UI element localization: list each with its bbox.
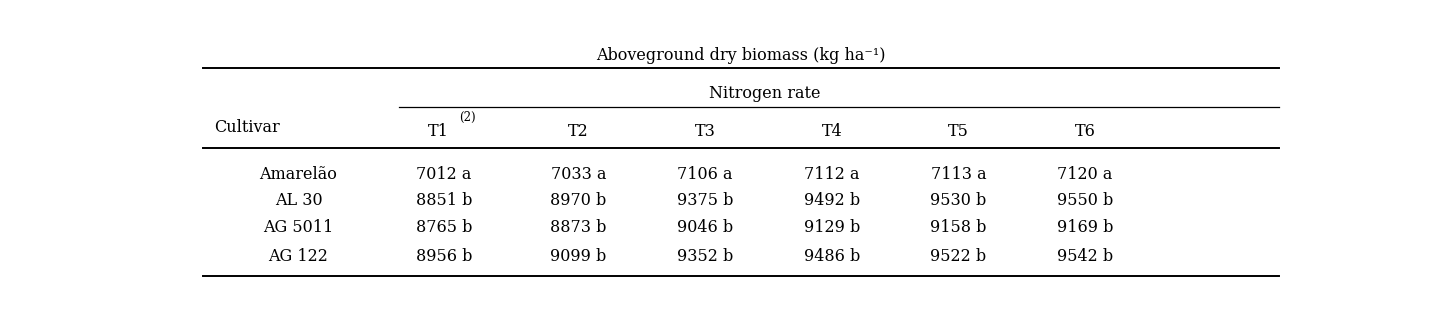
Text: 9169 b: 9169 b bbox=[1057, 219, 1113, 236]
Text: T1: T1 bbox=[428, 123, 448, 140]
Text: AG 122: AG 122 bbox=[269, 248, 328, 265]
Text: 9522 b: 9522 b bbox=[930, 248, 986, 265]
Text: 8873 b: 8873 b bbox=[551, 219, 607, 236]
Text: Nitrogen rate: Nitrogen rate bbox=[709, 85, 820, 102]
Text: 9550 b: 9550 b bbox=[1057, 192, 1113, 209]
Text: 8956 b: 8956 b bbox=[416, 248, 473, 265]
Text: T4: T4 bbox=[821, 123, 842, 140]
Text: 9530 b: 9530 b bbox=[930, 192, 986, 209]
Text: T2: T2 bbox=[568, 123, 589, 140]
Text: T6: T6 bbox=[1074, 123, 1096, 140]
Text: 7113 a: 7113 a bbox=[931, 166, 986, 183]
Text: T5: T5 bbox=[949, 123, 969, 140]
Text: 7112 a: 7112 a bbox=[804, 166, 859, 183]
Text: 9046 b: 9046 b bbox=[677, 219, 733, 236]
Text: 9486 b: 9486 b bbox=[804, 248, 860, 265]
Text: T3: T3 bbox=[694, 123, 716, 140]
Text: 9492 b: 9492 b bbox=[804, 192, 860, 209]
Text: 9352 b: 9352 b bbox=[677, 248, 733, 265]
Text: 9099 b: 9099 b bbox=[551, 248, 607, 265]
Text: AG 5011: AG 5011 bbox=[263, 219, 334, 236]
Text: 7106 a: 7106 a bbox=[678, 166, 733, 183]
Text: 9375 b: 9375 b bbox=[677, 192, 733, 209]
Text: 7012 a: 7012 a bbox=[416, 166, 471, 183]
Text: 9158 b: 9158 b bbox=[930, 219, 986, 236]
Text: 9129 b: 9129 b bbox=[804, 219, 860, 236]
Text: 8851 b: 8851 b bbox=[416, 192, 473, 209]
Text: 8765 b: 8765 b bbox=[416, 219, 473, 236]
Text: 7033 a: 7033 a bbox=[551, 166, 606, 183]
Text: Aboveground dry biomass (kg ha⁻¹): Aboveground dry biomass (kg ha⁻¹) bbox=[596, 47, 886, 64]
Text: AL 30: AL 30 bbox=[275, 192, 322, 209]
Text: 9542 b: 9542 b bbox=[1057, 248, 1113, 265]
Text: (2): (2) bbox=[460, 111, 476, 124]
Text: Cultivar: Cultivar bbox=[214, 119, 281, 136]
Text: 8970 b: 8970 b bbox=[551, 192, 607, 209]
Text: 7120 a: 7120 a bbox=[1057, 166, 1113, 183]
Text: Amarelão: Amarelão bbox=[259, 166, 337, 183]
